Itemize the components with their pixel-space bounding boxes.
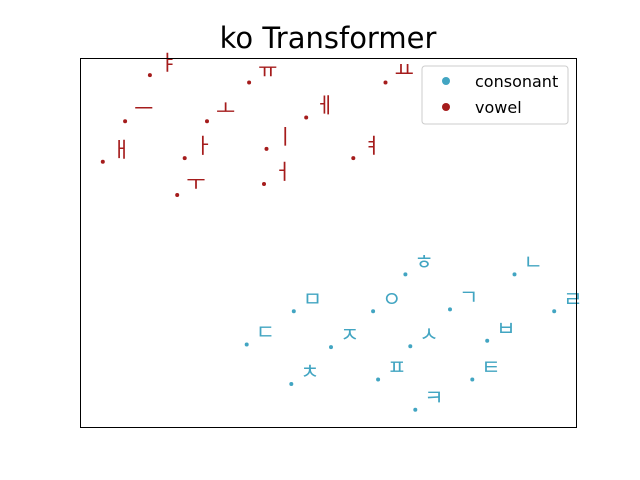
- legend-label-consonant: consonant: [475, 72, 558, 91]
- vowel-point: [182, 156, 187, 161]
- consonant-point-label: ㅌ: [481, 356, 500, 380]
- consonant-point-label: ㅇ: [382, 287, 401, 311]
- vowel-point-label: ㅑ: [159, 51, 178, 75]
- legend-label-vowel: vowel: [475, 98, 522, 117]
- chart-marks: ㅎ ㄴㅁ ㅇ ㄱ ㄹㄷ ㅈ ㅅ ㅂㅊ ㅍ ㅌㅋ ㅑ ㅠ ㅛㅡ ㅗ ㅔㅐ ㅏ ㅣ ㅕㅓ ㅜ: [100, 51, 583, 412]
- vowel-point-label: ㅗ: [216, 97, 235, 121]
- vowel-point: [264, 146, 269, 151]
- consonant-point-label: ㅍ: [387, 356, 406, 380]
- legend-box: [421, 65, 569, 125]
- consonant-point-label: ㅊ: [300, 360, 319, 384]
- consonant-point: [403, 272, 408, 277]
- consonant-point: [448, 307, 452, 312]
- chart-title: ko Transformer: [220, 21, 437, 55]
- vowel-point-label: ㅐ: [112, 138, 131, 162]
- consonant-point: [413, 407, 418, 412]
- consonant-point: [244, 342, 249, 347]
- plot-frame: [80, 58, 577, 428]
- vowel-point-label: ㅜ: [186, 171, 205, 195]
- consonant-point: [470, 377, 475, 382]
- consonant-point: [329, 345, 333, 350]
- vowel-point-label: ㅔ: [315, 94, 334, 118]
- vowel-point-label: ㅡ: [134, 97, 153, 121]
- consonant-point-label: ㄷ: [256, 321, 275, 345]
- vowel-point: [304, 115, 309, 120]
- vowel-point-label: ㅠ: [258, 59, 277, 83]
- vowel-point-label: ㅓ: [273, 160, 292, 184]
- consonant-point-label: ㄹ: [563, 287, 582, 311]
- vowel-point: [147, 73, 152, 78]
- vowel-point-label: ㅛ: [395, 59, 414, 83]
- vowel-point-label: ㅕ: [362, 134, 381, 158]
- vowel-point: [100, 159, 105, 164]
- legend: consonant vowel: [421, 65, 569, 125]
- consonant-point-label: ㄱ: [459, 285, 478, 309]
- consonant-point: [552, 309, 557, 314]
- vowel-point: [262, 182, 266, 186]
- consonant-point: [408, 344, 413, 349]
- vowel-point: [351, 156, 356, 161]
- vowel-point: [383, 80, 388, 85]
- vowel-point: [123, 119, 128, 124]
- consonant-point: [376, 377, 381, 382]
- consonant-point: [289, 382, 294, 386]
- consonant-point: [291, 309, 296, 314]
- vowel-point-label: ㅏ: [194, 134, 213, 158]
- vowel-point: [247, 80, 252, 85]
- consonant-point-label: ㅁ: [303, 287, 322, 311]
- vowel-point-label: ㅣ: [276, 125, 295, 149]
- consonant-point-label: ㄴ: [524, 250, 543, 274]
- consonant-point-label: ㅈ: [340, 323, 359, 347]
- vowel-point: [205, 119, 209, 124]
- legend-marker-vowel: [442, 103, 450, 111]
- vowel-point: [175, 193, 180, 197]
- consonant-point: [371, 309, 376, 314]
- consonant-point: [512, 272, 517, 277]
- consonant-point-label: ㅎ: [414, 250, 433, 274]
- consonant-point: [485, 338, 490, 343]
- consonant-point-label: ㅋ: [424, 386, 443, 410]
- consonant-point-label: ㅂ: [496, 317, 515, 341]
- consonant-point-label: ㅅ: [419, 322, 438, 346]
- legend-marker-consonant: [442, 77, 450, 85]
